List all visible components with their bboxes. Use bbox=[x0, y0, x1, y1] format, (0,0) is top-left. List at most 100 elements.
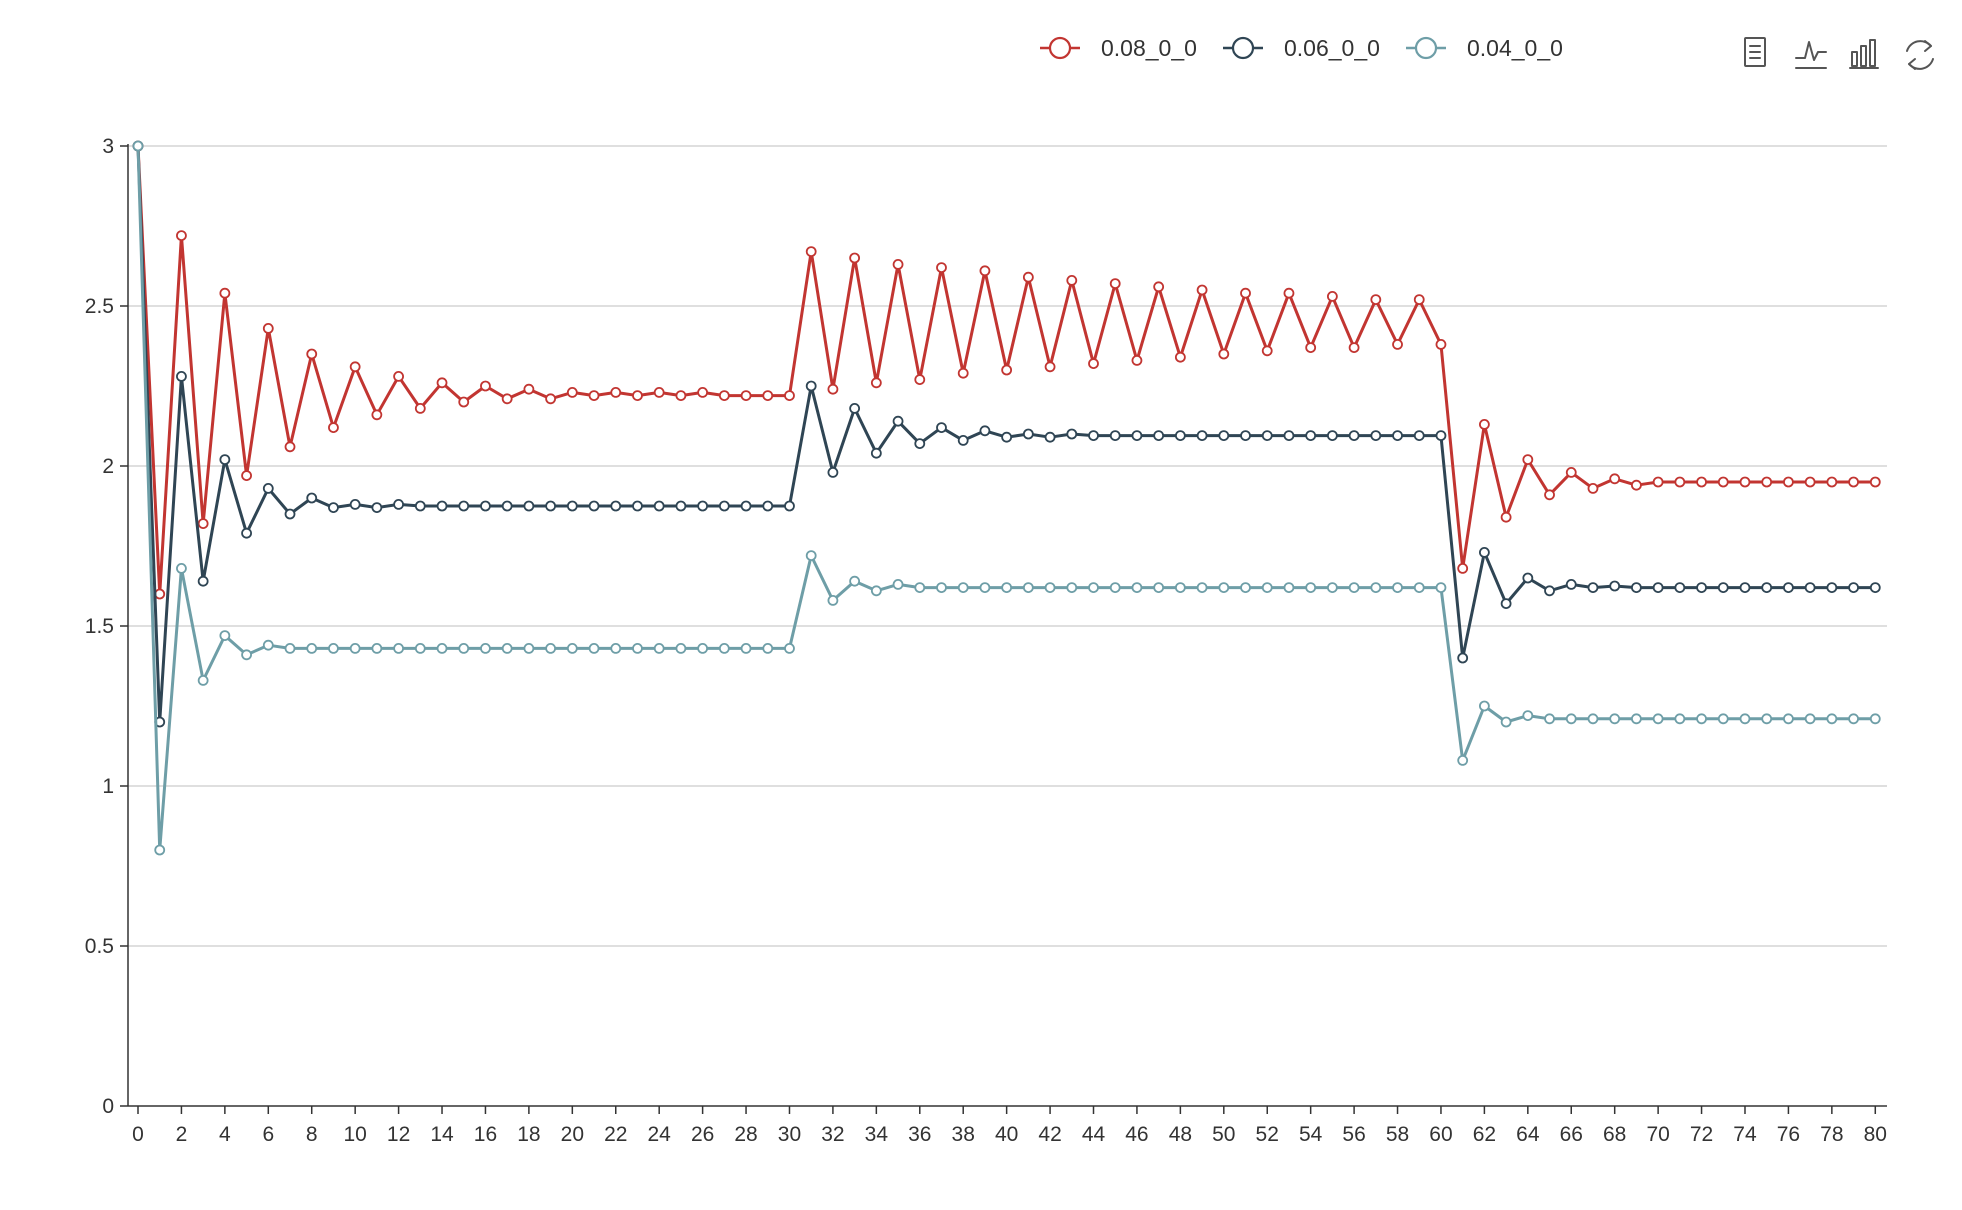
data-point[interactable] bbox=[697, 643, 709, 654]
data-point[interactable] bbox=[1500, 511, 1512, 523]
data-point[interactable] bbox=[306, 348, 318, 360]
data-point[interactable] bbox=[241, 527, 252, 539]
data-point[interactable] bbox=[610, 500, 622, 512]
data-point[interactable] bbox=[1587, 582, 1599, 593]
data-view-icon[interactable] bbox=[1744, 37, 1766, 67]
data-point[interactable] bbox=[523, 643, 535, 654]
data-point[interactable] bbox=[653, 643, 665, 654]
data-point[interactable] bbox=[914, 374, 926, 386]
data-point[interactable] bbox=[870, 447, 882, 459]
data-point[interactable] bbox=[827, 466, 839, 478]
data-point[interactable] bbox=[979, 265, 991, 277]
data-point[interactable] bbox=[1174, 430, 1186, 442]
data-point[interactable] bbox=[262, 639, 274, 651]
data-point[interactable] bbox=[1001, 582, 1013, 593]
data-point[interactable] bbox=[892, 258, 904, 270]
data-point[interactable] bbox=[740, 643, 752, 654]
data-point[interactable] bbox=[1044, 582, 1056, 593]
data-point[interactable] bbox=[1717, 582, 1729, 593]
data-point[interactable] bbox=[588, 390, 600, 402]
data-point[interactable] bbox=[675, 500, 687, 512]
data-point[interactable] bbox=[1088, 430, 1099, 442]
data-point[interactable] bbox=[328, 643, 339, 654]
data-point[interactable] bbox=[675, 643, 687, 654]
data-point[interactable] bbox=[1696, 713, 1707, 725]
data-point[interactable] bbox=[1066, 428, 1078, 440]
data-point[interactable] bbox=[610, 643, 622, 654]
data-point[interactable] bbox=[1392, 430, 1403, 442]
data-point[interactable] bbox=[545, 393, 557, 405]
data-point[interactable] bbox=[957, 434, 969, 446]
data-point[interactable] bbox=[1261, 582, 1273, 593]
data-point[interactable] bbox=[349, 498, 361, 510]
data-point[interactable] bbox=[1783, 713, 1794, 725]
data-point[interactable] bbox=[1522, 454, 1534, 466]
data-point[interactable] bbox=[1609, 580, 1621, 592]
data-point[interactable] bbox=[827, 383, 839, 395]
data-point[interactable] bbox=[219, 630, 231, 641]
data-point[interactable] bbox=[1848, 476, 1859, 488]
data-point[interactable] bbox=[1131, 430, 1143, 442]
data-point[interactable] bbox=[1783, 582, 1794, 593]
data-point[interactable] bbox=[1413, 582, 1425, 593]
data-point[interactable] bbox=[1739, 713, 1751, 725]
data-point[interactable] bbox=[1348, 430, 1360, 442]
data-point[interactable] bbox=[1869, 582, 1881, 593]
data-point[interactable] bbox=[1001, 431, 1013, 443]
legend-item[interactable]: 0.04_0_0 bbox=[1406, 35, 1563, 61]
data-point[interactable] bbox=[1392, 582, 1403, 593]
data-point[interactable] bbox=[1826, 476, 1838, 488]
data-point[interactable] bbox=[1348, 342, 1360, 354]
data-point[interactable] bbox=[197, 518, 209, 529]
data-point[interactable] bbox=[1804, 582, 1816, 593]
data-point[interactable] bbox=[1370, 294, 1382, 306]
data-point[interactable] bbox=[1544, 489, 1555, 501]
data-point[interactable] bbox=[1370, 430, 1382, 442]
data-point[interactable] bbox=[436, 643, 448, 654]
data-point[interactable] bbox=[914, 438, 926, 450]
data-point[interactable] bbox=[1131, 582, 1143, 593]
data-point[interactable] bbox=[1326, 290, 1338, 302]
data-point[interactable] bbox=[718, 643, 730, 654]
data-point[interactable] bbox=[827, 595, 839, 606]
data-point[interactable] bbox=[458, 643, 470, 654]
data-point[interactable] bbox=[501, 500, 513, 512]
data-point[interactable] bbox=[805, 550, 817, 561]
data-point[interactable] bbox=[1088, 358, 1099, 370]
data-point[interactable] bbox=[1500, 598, 1512, 609]
data-point[interactable] bbox=[718, 500, 730, 512]
data-point[interactable] bbox=[1565, 579, 1577, 590]
data-point[interactable] bbox=[1717, 476, 1729, 488]
data-point[interactable] bbox=[1218, 582, 1230, 593]
data-point[interactable] bbox=[1153, 430, 1165, 442]
data-point[interactable] bbox=[1457, 652, 1469, 664]
data-point[interactable] bbox=[1826, 582, 1838, 593]
data-point[interactable] bbox=[1435, 582, 1447, 593]
data-point[interactable] bbox=[1631, 713, 1642, 725]
data-point[interactable] bbox=[414, 500, 426, 512]
data-point[interactable] bbox=[1674, 713, 1686, 725]
data-point[interactable] bbox=[697, 500, 709, 512]
toolbox[interactable] bbox=[1744, 37, 1934, 70]
data-point[interactable] bbox=[1218, 348, 1230, 360]
data-point[interactable] bbox=[805, 246, 817, 258]
data-point[interactable] bbox=[176, 230, 187, 242]
data-point[interactable] bbox=[566, 500, 578, 512]
data-point[interactable] bbox=[979, 582, 991, 593]
data-point[interactable] bbox=[870, 585, 882, 597]
data-point[interactable] bbox=[414, 643, 426, 654]
data-point[interactable] bbox=[1544, 713, 1555, 725]
data-point[interactable] bbox=[1587, 482, 1599, 494]
bar-chart-icon[interactable] bbox=[1849, 39, 1879, 69]
data-point[interactable] bbox=[1674, 476, 1686, 488]
data-point[interactable] bbox=[1196, 284, 1208, 296]
data-point[interactable] bbox=[1305, 430, 1317, 442]
legend-item[interactable]: 0.08_0_0 bbox=[1040, 35, 1197, 61]
data-point[interactable] bbox=[1413, 430, 1425, 442]
data-point[interactable] bbox=[1109, 582, 1121, 593]
data-point[interactable] bbox=[892, 579, 904, 590]
data-point[interactable] bbox=[870, 377, 882, 389]
data-point[interactable] bbox=[284, 643, 296, 654]
data-point[interactable] bbox=[1609, 473, 1621, 485]
data-point[interactable] bbox=[610, 386, 622, 398]
